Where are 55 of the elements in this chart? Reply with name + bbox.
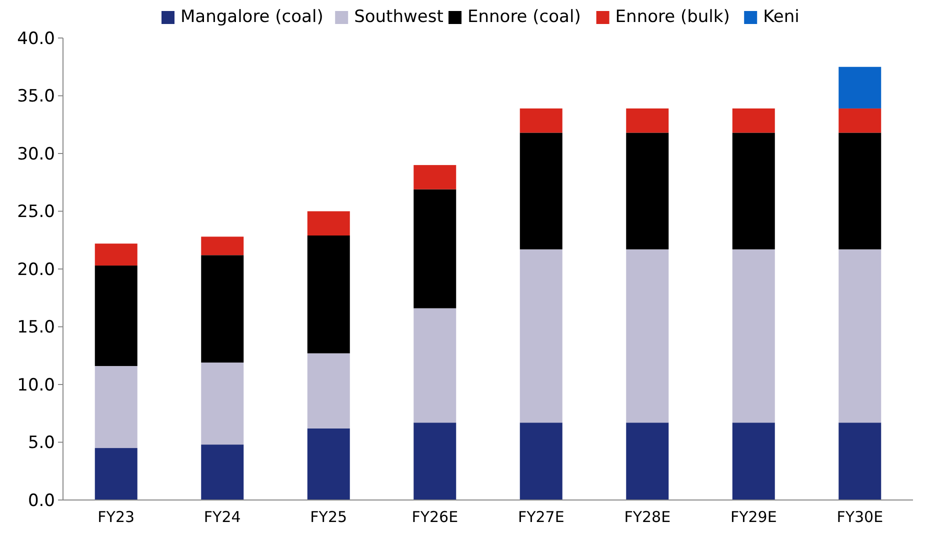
y-tick-label: 15.0 — [17, 318, 55, 338]
legend-label: Keni — [763, 7, 800, 27]
bar — [414, 165, 456, 190]
x-tick-label: FY27E — [518, 508, 564, 526]
x-tick-label: FY26E — [412, 508, 458, 526]
bar — [838, 132, 882, 250]
bar — [732, 132, 775, 250]
bar — [838, 249, 882, 423]
bar — [201, 236, 244, 256]
bar — [94, 366, 138, 448]
bar — [838, 108, 882, 133]
y-tick-label: 40.0 — [17, 28, 55, 49]
bar — [307, 353, 350, 428]
bar — [626, 132, 669, 250]
bar — [201, 444, 244, 500]
bar — [201, 362, 244, 445]
bar — [838, 422, 882, 500]
y-tick-label: 10.0 — [17, 375, 55, 396]
bar — [520, 132, 562, 250]
bar — [626, 249, 669, 423]
bar — [94, 244, 138, 266]
bar — [201, 255, 244, 363]
bar — [94, 448, 138, 500]
bar — [732, 422, 775, 500]
y-tick-label: 35.0 — [17, 86, 55, 107]
bar — [520, 422, 562, 500]
y-tick-label: 25.0 — [17, 202, 55, 222]
bar — [520, 108, 562, 133]
x-tick-label: FY28E — [624, 508, 671, 526]
bar — [838, 66, 882, 108]
bar — [307, 236, 350, 354]
bar — [732, 108, 775, 133]
bar — [414, 308, 456, 423]
legend-label: Ennore (coal) — [468, 7, 581, 27]
bar — [307, 211, 350, 236]
x-tick-label: FY30E — [836, 508, 884, 526]
y-tick-label: 0.0 — [28, 490, 55, 511]
bar — [414, 422, 456, 500]
x-tick-label: FY25 — [310, 508, 348, 526]
bar — [94, 266, 138, 366]
bar — [414, 189, 456, 308]
y-tick-label: 5.0 — [28, 433, 55, 454]
x-tick-label: FY29E — [730, 508, 777, 526]
x-tick-label: FY24 — [204, 508, 241, 526]
y-tick-label: 30.0 — [17, 144, 55, 164]
bar — [307, 428, 350, 500]
legend-label: Southwest — [354, 7, 444, 27]
x-tick-label: FY23 — [98, 508, 135, 526]
y-tick-label: 20.0 — [17, 260, 55, 280]
bar — [520, 249, 562, 423]
bar — [626, 422, 669, 500]
bar — [732, 249, 775, 423]
legend-label: Mangalore (coal) — [180, 7, 324, 27]
legend-label: Ennore (bulk) — [615, 7, 730, 27]
bar — [626, 108, 669, 133]
